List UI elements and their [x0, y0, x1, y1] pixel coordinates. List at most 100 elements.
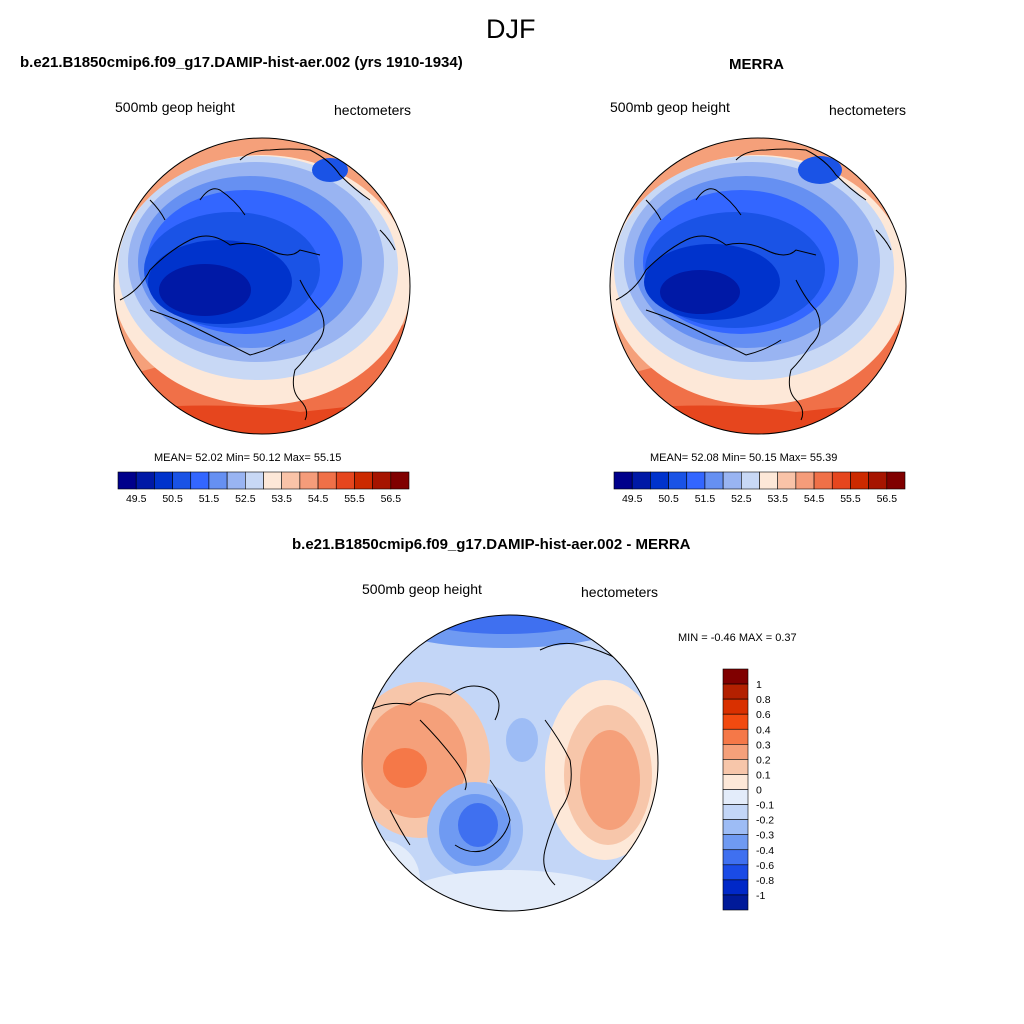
panel-obs-colorbar-tick-label: 49.5 [622, 493, 643, 505]
panel-model-colorbar-swatch [117, 471, 137, 490]
panel-diff-colorbar-swatch [722, 894, 749, 911]
panel-diff-colorbar-tick-label: 0.3 [756, 739, 771, 751]
panel-diff-colorbar-tick-label: -0.1 [756, 800, 774, 812]
panel-diff-colorbar-tick-label: 0.2 [756, 754, 771, 766]
panel-model-colorbar: 49.5 50.5 51.5 52.5 53.5 54.5 55.5 56.5 [117, 471, 410, 505]
panel-model-colorbar-tick-label: 53.5 [271, 493, 292, 505]
panel-obs-title: MERRA [729, 56, 784, 73]
panel-diff-colorbar-swatch [722, 774, 749, 790]
panel-obs-colorbar-tick-label: 53.5 [767, 493, 788, 505]
panel-model-colorbar-tick-label: 54.5 [308, 493, 329, 505]
panel-diff-colorbar-swatch [722, 683, 749, 700]
panel-model-colorbar-swatch [226, 471, 246, 490]
panel-diff-colorbar-swatch [722, 698, 749, 715]
panel-diff-variable: 500mb geop height [362, 581, 482, 597]
panel-model-map [114, 138, 410, 434]
panel-diff-colorbar-swatch [722, 713, 749, 730]
panel-diff-colorbar-swatch [722, 744, 749, 760]
panel-obs-colorbar-swatch [686, 471, 706, 490]
panel-obs-colorbar-swatch [722, 471, 742, 490]
panel-model-colorbar-tick-label: 56.5 [381, 493, 402, 505]
panel-obs-colorbar-swatch [831, 471, 851, 490]
panel-model-units: hectometers [334, 102, 412, 118]
panel-diff-stats: MIN = -0.46 MAX = 0.37 [678, 632, 797, 644]
panel-obs-colorbar-tick-label: 54.5 [804, 493, 825, 505]
panel-diff-title: b.e21.B1850cmip6.f09_g17.DAMIP-hist-aer.… [292, 536, 691, 553]
panel-model-colorbar-tick-label: 51.5 [199, 493, 220, 505]
panel-diff-colorbar-tick-label: -0.8 [756, 875, 774, 887]
panel-obs-colorbar-swatch [795, 471, 815, 490]
panel-model-colorbar-tick-label: 55.5 [344, 493, 365, 505]
panel-obs-colorbar-swatch [868, 471, 888, 490]
panel-model-boundary [113, 137, 411, 435]
panel-model-variable: 500mb geop height [115, 99, 235, 115]
panel-diff-colorbar-swatch [722, 819, 749, 835]
panel-diff-colorbar-tick-label: 1 [756, 679, 762, 691]
figure-title: DJF [486, 14, 536, 44]
panel-model-colorbar-swatch [190, 471, 210, 490]
panel-diff-colorbar-tick-label: -0.2 [756, 815, 774, 827]
panel-diff-map [362, 615, 658, 911]
panel-model-colorbar-swatch [390, 471, 410, 490]
panel-diff-colorbar-swatch [722, 789, 749, 805]
panel-obs-colorbar-swatch [759, 471, 778, 490]
panel-model-colorbar-swatch [372, 471, 392, 490]
panel-model-colorbar-swatch [281, 471, 301, 490]
panel-diff-boundary [361, 614, 659, 912]
panel-obs-units: hectometers [829, 102, 907, 118]
panel-diff-colorbar-swatch [722, 879, 749, 896]
panel-diff-colorbar-swatch [722, 849, 749, 866]
panel-model-colorbar-swatch [299, 471, 319, 490]
panel-diff-colorbar-tick-label: 0.4 [756, 724, 771, 736]
panel-obs-colorbar-swatch [704, 471, 724, 490]
panel-obs-colorbar-tick-label: 56.5 [877, 493, 898, 505]
panel-model-colorbar-tick-label: 52.5 [235, 493, 256, 505]
panel-model-colorbar-tick-label: 50.5 [162, 493, 183, 505]
panel-model-colorbar-swatch [208, 471, 228, 490]
panel-diff-colorbar-swatch [722, 728, 749, 745]
panel-diff-colorbar-tick-label: 0.1 [756, 769, 771, 781]
panel-obs-colorbar-swatch [631, 471, 651, 490]
panel-obs-coastlines [615, 148, 892, 421]
panel-obs-colorbar-swatch [886, 471, 906, 490]
panel-obs-stats: MEAN= 52.08 Min= 50.15 Max= 55.39 [650, 452, 838, 464]
panel-diff-colorbar-tick-label: -1 [756, 890, 765, 902]
panel-model-colorbar-swatch [245, 471, 264, 490]
panel-model-colorbar-tick-label: 49.5 [126, 493, 147, 505]
panel-diff-coastlines [369, 642, 621, 886]
panel-model-colorbar-swatch [135, 471, 155, 490]
panel-obs-colorbar-tick-label: 50.5 [658, 493, 679, 505]
panel-diff-colorbar-tick-label: 0.8 [756, 694, 771, 706]
panel-model-colorbar-swatch [317, 471, 337, 490]
panel-diff-colorbar-swatch [722, 834, 749, 851]
panel-diff-colorbar: 1 0.8 0.6 0.4 0.3 0.2 0.1 0 -0.1 -0.2 -0.3 -0.4 -0.6… [722, 668, 774, 911]
panel-model-coastlines [119, 148, 396, 421]
panel-diff-colorbar-tick-label: 0 [756, 785, 762, 797]
panel-obs-colorbar-tick-label: 52.5 [731, 493, 752, 505]
panel-obs-colorbar-tick-label: 55.5 [840, 493, 861, 505]
panel-obs-colorbar-swatch [668, 471, 688, 490]
panel-obs-colorbar-swatch [741, 471, 760, 490]
panel-obs-variable: 500mb geop height [610, 99, 730, 115]
panel-model-stats: MEAN= 52.02 Min= 50.12 Max= 55.15 [154, 452, 342, 464]
panel-diff-colorbar-swatch [722, 668, 749, 685]
panel-diff-colorbar-swatch [722, 759, 749, 775]
panel-model-title: b.e21.B1850cmip6.f09_g17.DAMIP-hist-aer.… [20, 54, 463, 71]
panel-obs-colorbar-tick-label: 51.5 [695, 493, 716, 505]
panel-obs-colorbar-swatch [650, 471, 669, 490]
panel-diff-colorbar-swatch [722, 804, 749, 820]
panel-diff-colorbar-swatch [722, 864, 749, 881]
panel-model-colorbar-swatch [335, 471, 355, 490]
panel-obs-colorbar-swatch [850, 471, 869, 490]
panel-obs-colorbar-swatch [777, 471, 797, 490]
panel-model-colorbar-swatch [354, 471, 373, 490]
panel-diff-colorbar-tick-label: -0.4 [756, 845, 774, 857]
panel-obs-boundary [609, 137, 907, 435]
panel-diff-colorbar-tick-label: -0.3 [756, 830, 774, 842]
panel-obs-colorbar: 49.5 50.5 51.5 52.5 53.5 54.5 55.5 56.5 [613, 471, 906, 505]
panel-model-colorbar-swatch [263, 471, 282, 490]
panel-diff-units: hectometers [581, 584, 659, 600]
panel-obs-colorbar-swatch [613, 471, 633, 490]
panel-diff-colorbar-tick-label: 0.6 [756, 709, 771, 721]
